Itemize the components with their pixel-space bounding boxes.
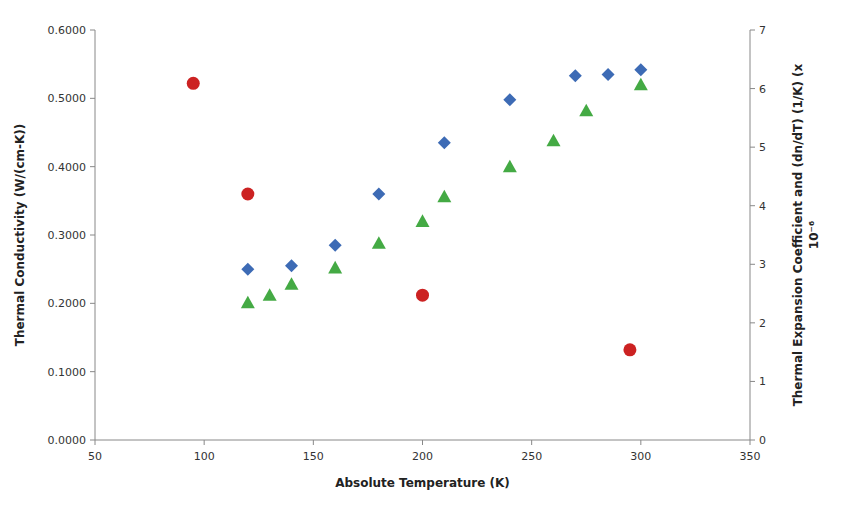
- diamond-point: [503, 93, 516, 106]
- triangle-point: [241, 296, 255, 309]
- triangle-point: [416, 214, 430, 227]
- x-tick-label: 50: [88, 450, 102, 463]
- x-tick: [640, 440, 641, 445]
- y2-tick-label: 1: [759, 375, 766, 388]
- x-tick-label: 300: [630, 450, 651, 463]
- y2-tick: [750, 88, 755, 89]
- circle-point: [187, 77, 200, 90]
- x-tick-label: 150: [303, 450, 324, 463]
- y2-tick: [750, 264, 755, 265]
- diamond-point: [569, 69, 582, 82]
- triangle-point: [579, 104, 593, 117]
- x-tick-label: 350: [740, 450, 761, 463]
- y-tick-label: 0.1000: [48, 366, 87, 379]
- y2-tick-label: 4: [759, 200, 766, 213]
- y2-axis-line: [750, 30, 751, 440]
- y-tick: [90, 235, 95, 236]
- x-tick: [95, 440, 96, 445]
- y2-axis-title-line: 10⁻⁶: [807, 221, 821, 249]
- y2-tick-label: 7: [759, 24, 766, 37]
- x-axis-title: Absolute Temperature (K): [335, 476, 510, 490]
- diamond-point: [329, 239, 342, 252]
- y-tick-label: 0.0000: [48, 434, 87, 447]
- diamond-point: [634, 63, 647, 76]
- y2-tick-label: 3: [759, 258, 766, 271]
- y-tick: [90, 440, 95, 441]
- series: [241, 63, 647, 276]
- triangle-point: [437, 190, 451, 203]
- diamond-point: [241, 263, 254, 276]
- x-tick: [313, 440, 314, 445]
- y2-tick: [750, 147, 755, 148]
- y-tick-label: 0.4000: [48, 161, 87, 174]
- y2-tick: [750, 440, 755, 441]
- diamond-point: [438, 136, 451, 149]
- y2-tick-label: 6: [759, 83, 766, 96]
- y2-tick-label: 2: [759, 317, 766, 330]
- y-tick-label: 0.6000: [48, 24, 87, 37]
- x-tick: [422, 440, 423, 445]
- circle-point: [623, 343, 636, 356]
- y2-axis-title-line: Thermal Expansion Coefficient and (dn/dT…: [791, 63, 805, 406]
- y-tick: [90, 98, 95, 99]
- y-tick: [90, 303, 95, 304]
- x-tick-label: 100: [194, 450, 215, 463]
- x-tick: [204, 440, 205, 445]
- diamond-point: [602, 68, 615, 81]
- y2-tick: [750, 381, 755, 382]
- circle-point: [241, 188, 254, 201]
- y2-tick-label: 5: [759, 141, 766, 154]
- x-tick-label: 250: [521, 450, 542, 463]
- triangle-point: [547, 134, 561, 147]
- diamond-point: [285, 259, 298, 272]
- x-tick: [531, 440, 532, 445]
- triangle-point: [503, 160, 517, 173]
- y-tick-label: 0.3000: [48, 229, 87, 242]
- y-tick: [90, 166, 95, 167]
- y2-axis-title: Thermal Expansion Coefficient and (dn/dT…: [791, 63, 821, 406]
- y-axis-title: Thermal Conductivity (W/(cm-K)): [13, 124, 27, 347]
- series: [187, 77, 637, 357]
- plot-area: [187, 63, 648, 356]
- triangle-point: [328, 261, 342, 274]
- y2-tick-label: 0: [759, 434, 766, 447]
- x-tick: [750, 440, 751, 445]
- y2-tick: [750, 205, 755, 206]
- triangle-point: [372, 236, 386, 249]
- triangle-point: [263, 288, 277, 301]
- triangle-point: [285, 277, 299, 290]
- x-tick-label: 200: [412, 450, 433, 463]
- circle-point: [416, 289, 429, 302]
- series: [241, 78, 648, 309]
- diamond-point: [372, 188, 385, 201]
- y-tick: [90, 30, 95, 31]
- y2-tick: [750, 322, 755, 323]
- y-tick: [90, 371, 95, 372]
- y-tick-label: 0.5000: [48, 92, 87, 105]
- y-tick-label: 0.2000: [48, 297, 87, 310]
- y2-tick: [750, 30, 755, 31]
- triangle-point: [634, 78, 648, 91]
- chart: 501001502002503003500.00000.10000.20000.…: [0, 0, 850, 505]
